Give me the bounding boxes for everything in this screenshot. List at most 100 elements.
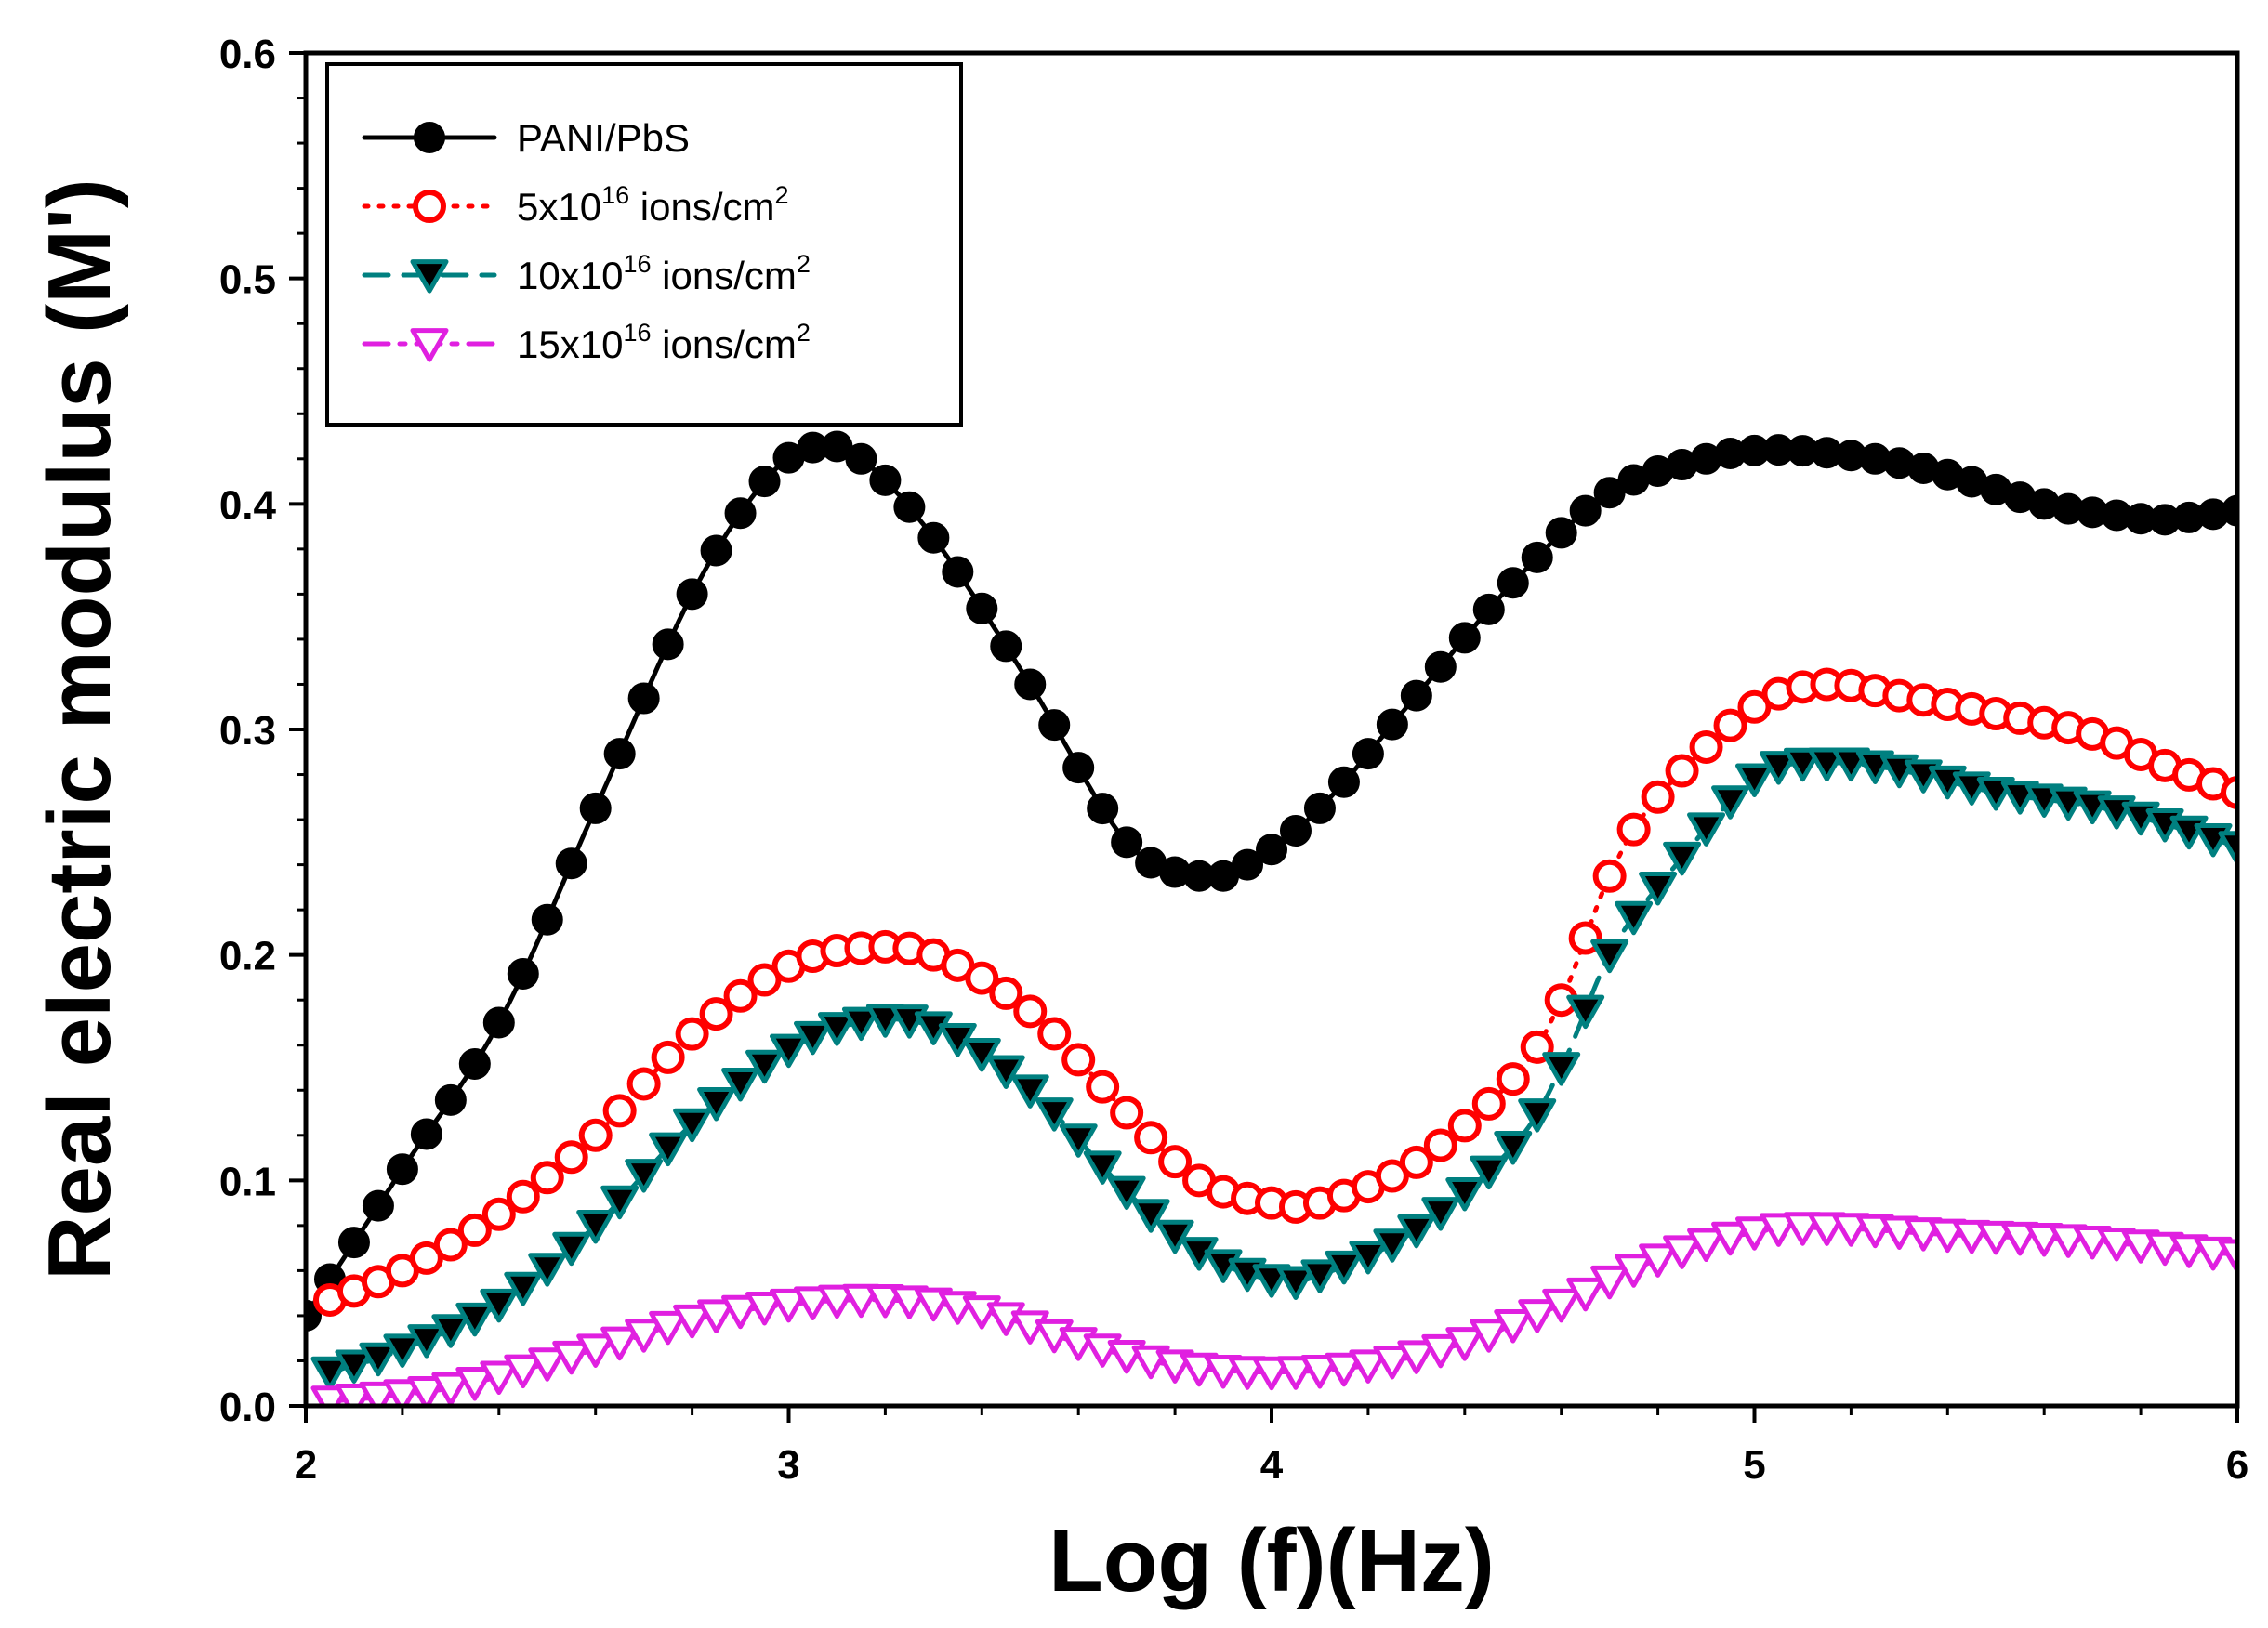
legend-label: 5x1016 ions/cm2 — [517, 181, 789, 229]
data-point — [1086, 1070, 1120, 1104]
data-point — [1131, 1199, 1170, 1233]
data-point — [359, 1342, 398, 1377]
data-point — [893, 491, 926, 523]
data-point — [481, 1197, 516, 1231]
data-point — [1303, 792, 1336, 824]
data-point — [1352, 738, 1384, 770]
legend-label: PANI/PbS — [517, 116, 690, 160]
data-point — [817, 1284, 856, 1319]
data-point — [1327, 766, 1360, 798]
data-point — [1472, 593, 1505, 625]
data-point — [917, 521, 950, 554]
data-point — [310, 1356, 349, 1391]
data-point — [1665, 754, 1699, 788]
data-point — [579, 792, 612, 824]
data-point — [1615, 900, 1654, 936]
data-point — [652, 628, 684, 661]
data-point — [1494, 1309, 1533, 1344]
data-point — [1421, 1197, 1460, 1231]
data-point — [1470, 1319, 1509, 1353]
data-point — [1497, 567, 1529, 599]
data-point — [1639, 871, 1678, 906]
data-point — [676, 578, 708, 610]
data-point — [1687, 1228, 1726, 1263]
data-point — [1155, 1219, 1194, 1254]
data-point — [1349, 1349, 1388, 1384]
y-tick-label: 0.6 — [219, 32, 276, 77]
y-tick-label: 0.0 — [219, 1385, 276, 1430]
data-point — [507, 957, 539, 990]
data-point — [1276, 1266, 1315, 1300]
y-axis-title: Real electric modulus (M') — [30, 178, 129, 1280]
data-point — [841, 1006, 880, 1042]
data-point — [1471, 1086, 1506, 1121]
legend-item: 10x1016 ions/cm2 — [362, 250, 811, 297]
data-point — [1232, 848, 1264, 881]
data-point — [1111, 826, 1143, 859]
data-point — [1783, 1212, 1822, 1246]
data-point — [1542, 1052, 1581, 1086]
data-point — [1300, 1259, 1339, 1293]
data-point — [1759, 1213, 1798, 1247]
data-point — [697, 1299, 736, 1333]
data-point — [407, 1324, 446, 1359]
x-tick-label: 5 — [1743, 1442, 1765, 1488]
data-point — [1639, 1243, 1678, 1278]
data-point — [362, 1189, 394, 1222]
data-point — [1110, 1096, 1144, 1130]
data-point — [990, 630, 1022, 663]
data-point — [506, 1179, 540, 1214]
data-point — [576, 1333, 615, 1368]
data-point — [625, 1159, 664, 1193]
legend-label: 10x1016 ions/cm2 — [517, 250, 811, 297]
data-point — [1616, 812, 1651, 847]
data-point — [1035, 1097, 1074, 1132]
x-tick-labels: 2 3 4 5 6 — [295, 1442, 2248, 1488]
series-3 — [310, 747, 2237, 1391]
data-point — [455, 1367, 494, 1401]
data-point — [1783, 747, 1822, 782]
legend: PANI/PbS 5x1016 ions/cm2 10x1016 ions/cm2 1… — [325, 62, 963, 427]
data-point — [1325, 1352, 1364, 1387]
data-point — [1399, 1145, 1433, 1179]
data-point — [1400, 679, 1432, 712]
data-point — [603, 738, 636, 770]
data-point — [528, 1253, 567, 1287]
data-point — [1566, 1277, 1605, 1312]
data-point — [504, 1271, 543, 1306]
data-point — [531, 903, 563, 936]
data-point — [1349, 1240, 1388, 1275]
data-point — [600, 1326, 640, 1361]
legend-label: 15x1016 ions/cm2 — [517, 319, 811, 366]
data-point — [554, 1140, 588, 1175]
data-point — [578, 1118, 613, 1152]
data-point — [699, 997, 733, 1031]
x-tick-label: 4 — [1260, 1442, 1284, 1488]
legend-item: 15x1016 ions/cm2 — [362, 319, 811, 366]
data-point — [675, 1017, 709, 1051]
data-point — [552, 1340, 591, 1375]
data-point — [721, 1294, 760, 1330]
data-point — [600, 1185, 640, 1220]
data-point — [770, 1033, 808, 1069]
series-1 — [306, 430, 2237, 1332]
y-tick-label: 0.3 — [219, 708, 276, 754]
data-point — [310, 1385, 349, 1406]
data-point — [1373, 1228, 1412, 1263]
data-point — [2221, 775, 2237, 809]
data-point — [986, 1055, 1025, 1089]
data-point — [1061, 1043, 1096, 1077]
data-point — [697, 1087, 736, 1122]
data-point — [1663, 1235, 1702, 1269]
data-point — [793, 1286, 832, 1320]
data-point — [1518, 1299, 1557, 1333]
data-point — [482, 1006, 515, 1039]
data-point — [649, 1310, 688, 1346]
data-point — [1373, 1345, 1412, 1380]
data-point — [1083, 1150, 1122, 1185]
data-point — [455, 1302, 494, 1337]
data-point — [1711, 785, 1750, 820]
x-axis-title: Log (f)(Hz) — [1048, 1511, 1495, 1610]
data-point — [1569, 494, 1602, 527]
